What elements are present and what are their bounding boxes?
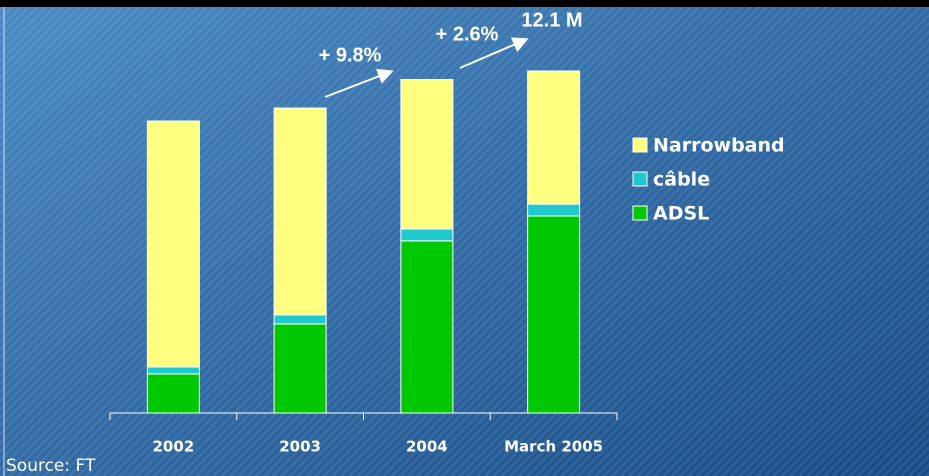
bar-segment: [273, 107, 327, 316]
annotation: + 9.8%: [319, 44, 382, 66]
bar-segment: [527, 203, 581, 217]
bar-segment: [527, 215, 581, 414]
x-tick-label: 2003: [279, 438, 321, 456]
growth-arrow: [324, 68, 394, 98]
growth-arrow: [459, 37, 529, 69]
top-bar: [0, 0, 929, 7]
source: Source: FT: [6, 456, 96, 476]
bar-segment: [273, 323, 327, 414]
bar-segment: [400, 228, 454, 242]
legend-label: ADSL: [653, 203, 709, 225]
x-tick-label: March 2005: [504, 438, 603, 456]
legend-label: câble: [653, 169, 710, 191]
bar-segment: [146, 120, 200, 368]
legend-swatch: [632, 137, 648, 153]
annotation: + 2.6%: [436, 23, 499, 45]
annotation: 12.1 M: [521, 9, 582, 31]
legend-swatch: [632, 205, 648, 221]
bar-segment: [527, 70, 581, 205]
bar-segment: [273, 314, 327, 325]
bar-segment: [400, 240, 454, 414]
x-tick-label: 2004: [406, 438, 448, 456]
legend-swatch: [632, 171, 648, 187]
bar-segment: [400, 78, 454, 230]
x-tick-label: 2002: [153, 438, 195, 456]
bar-segment: [146, 366, 200, 375]
bar-segment: [146, 373, 200, 414]
legend-label: Narrowband: [653, 135, 785, 157]
